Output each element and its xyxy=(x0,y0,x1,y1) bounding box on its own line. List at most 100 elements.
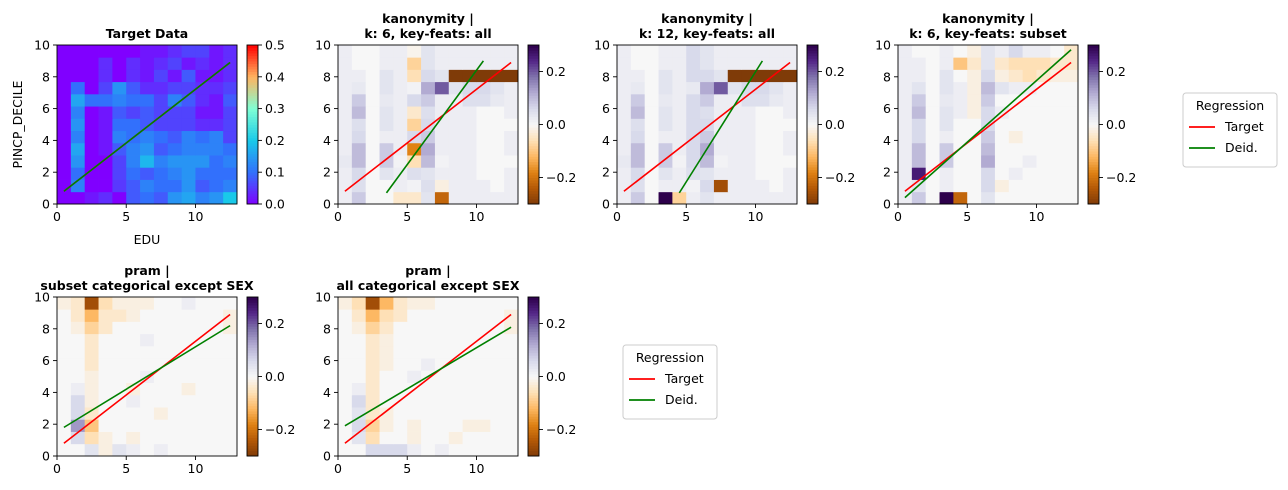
regression-line-deid xyxy=(63,324,231,429)
colorbar-segment xyxy=(528,413,539,417)
heatmap-cell xyxy=(112,155,127,168)
colorbar-segment xyxy=(807,113,818,118)
heatmap-cell xyxy=(462,142,477,156)
heatmap-cell xyxy=(434,309,450,322)
heatmap-cell xyxy=(209,333,224,347)
heatmap-cell xyxy=(57,419,72,432)
heatmap-cell xyxy=(365,45,380,58)
colorbar-segment xyxy=(528,113,539,118)
heatmap-cell xyxy=(98,45,113,58)
colorbar-segment xyxy=(528,108,539,112)
heatmap-cell xyxy=(672,179,687,193)
heatmap-cell xyxy=(379,358,394,371)
heatmap-cell xyxy=(434,382,450,396)
heatmap-cell xyxy=(434,419,450,432)
colorbar-segment xyxy=(1088,193,1099,197)
heatmap-cell xyxy=(672,45,687,58)
heatmap-cell xyxy=(1050,118,1065,132)
heatmap-cell xyxy=(448,382,464,396)
heatmap-cell xyxy=(112,333,127,347)
colorbar-segment xyxy=(247,336,258,340)
heatmap-cell xyxy=(755,191,770,205)
heatmap-cell xyxy=(462,443,477,457)
heatmap-cell xyxy=(783,130,798,144)
heatmap-cell xyxy=(84,142,99,156)
colorbar-segment xyxy=(247,201,258,205)
axes-frame xyxy=(897,44,1079,205)
colorbar-segment xyxy=(247,421,258,425)
heatmap-cell xyxy=(84,69,99,83)
heatmap-cell xyxy=(700,118,715,132)
heatmap-cell xyxy=(434,297,450,310)
colorbar-segment xyxy=(807,198,818,202)
heatmap-cell xyxy=(713,45,729,58)
heatmap-cell xyxy=(769,167,784,180)
colorbar-segment xyxy=(247,392,258,396)
heatmap-cell xyxy=(70,155,86,168)
colorbar-segment xyxy=(528,188,539,192)
heatmap-cell xyxy=(700,57,715,70)
heatmap-cell xyxy=(925,57,940,70)
heatmap-cell xyxy=(379,118,394,132)
colorbar-segment xyxy=(528,403,539,407)
heatmap-cell xyxy=(939,106,954,119)
colorbar-segment xyxy=(1088,113,1099,118)
heatmap-cell xyxy=(462,191,477,205)
colorbar-segment xyxy=(807,148,818,152)
heatmap-cell xyxy=(1050,179,1065,193)
heatmap-cell xyxy=(617,167,632,180)
heatmap-cell xyxy=(70,45,86,58)
heatmap-cell xyxy=(84,407,99,420)
colorbar-segment xyxy=(247,389,258,393)
heatmap-panel-3: 0 5 10 0 2 4 6 8 10 kanonymity |k: 12, key-feats:… xyxy=(594,11,855,224)
heatmap-cell xyxy=(658,81,673,95)
y-tick-label: 2 xyxy=(883,165,891,180)
colorbar-segment xyxy=(247,148,258,152)
heatmap-cell xyxy=(953,191,968,205)
heatmap-cell xyxy=(365,382,380,396)
heatmap-cell xyxy=(1008,57,1024,70)
heatmap-cell xyxy=(925,45,940,58)
heatmap-cell xyxy=(476,431,491,445)
colorbar-segment xyxy=(528,63,539,67)
heatmap-cell xyxy=(338,309,353,322)
colorbar-segment xyxy=(247,347,258,351)
heatmap-cell xyxy=(755,69,770,83)
heatmap-cell xyxy=(476,179,491,193)
colorbar-segment xyxy=(528,95,539,99)
heatmap-cell xyxy=(181,358,196,371)
heatmap-cell xyxy=(1050,142,1065,156)
heatmap-cell xyxy=(462,419,477,432)
heatmap-panel-4: 0 5 10 0 2 4 6 8 10 kanonymity |k: 6, key-feats: … xyxy=(875,11,1136,224)
colorbar-segment xyxy=(1088,68,1099,72)
colorbar-segment xyxy=(1088,166,1099,171)
heatmap-cell xyxy=(98,407,113,420)
colorbar: 0.0 0.1 0.2 0.3 0.4 0.5 xyxy=(246,38,285,212)
heatmap-cell xyxy=(911,167,927,180)
heatmap-cell xyxy=(925,118,940,132)
heatmap-cell xyxy=(741,179,756,193)
heatmap-cell xyxy=(140,130,155,144)
colorbar-segment xyxy=(528,318,539,322)
heatmap-cell xyxy=(112,309,127,322)
colorbar-segment xyxy=(807,87,818,91)
heatmap-cell xyxy=(365,358,380,371)
axes-frame xyxy=(56,296,238,457)
panel-title: k: 12, key-feats: all xyxy=(639,26,775,41)
colorbar-segment xyxy=(247,158,258,163)
heatmap-cell xyxy=(686,69,701,83)
colorbar-segment xyxy=(528,365,539,370)
heatmap-cell xyxy=(365,93,380,107)
colorbar-segment xyxy=(807,137,818,141)
heatmap-cell xyxy=(1064,81,1079,95)
heatmap-cell xyxy=(953,57,968,70)
heatmap-cell xyxy=(351,309,367,322)
heatmap-cell xyxy=(393,81,408,95)
colorbar-segment xyxy=(807,82,818,86)
heatmap-cell xyxy=(153,443,169,457)
heatmap-cell xyxy=(379,333,394,347)
y-tick-label: 4 xyxy=(323,133,331,148)
heatmap-cell xyxy=(939,69,954,83)
heatmap-cell xyxy=(434,358,450,371)
colorbar-segment xyxy=(528,201,539,205)
